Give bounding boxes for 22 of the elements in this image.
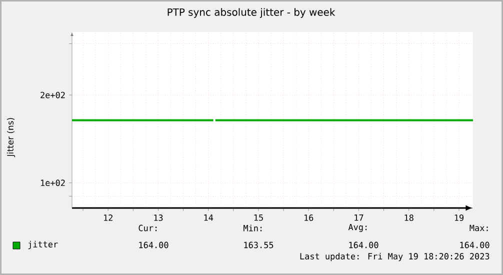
x-tick-label: 16: [304, 214, 314, 221]
y-tick-label: 1e+02: [41, 180, 65, 186]
text: Min:: [244, 224, 262, 232]
text: 163.55: [244, 242, 274, 248]
x-tick-label: 18: [404, 214, 414, 221]
text: Cur:: [138, 224, 157, 232]
x-tick-label: 19: [454, 214, 464, 221]
y-axis-title: Jitter (ns): [6, 118, 16, 158]
text: 164.00: [139, 242, 168, 248]
text: Last update: Fri May 19 18:20:26 2023: [300, 252, 490, 262]
chart-title: PTP sync absolute jitter - by week: [168, 8, 336, 18]
text: Avg:: [348, 224, 367, 232]
x-tick-label: 15: [254, 214, 263, 221]
text: 164.00: [460, 242, 490, 248]
y-tick-label: 2e+02: [40, 92, 65, 98]
text: 164.00: [349, 242, 378, 248]
x-tick-label: 12: [104, 214, 112, 221]
x-tick-label: 13: [154, 214, 163, 221]
text: Max:: [470, 224, 488, 232]
legend-label: jitter: [28, 240, 58, 250]
x-tick-label: 14: [204, 214, 214, 221]
x-tick-label: 17: [354, 214, 364, 221]
